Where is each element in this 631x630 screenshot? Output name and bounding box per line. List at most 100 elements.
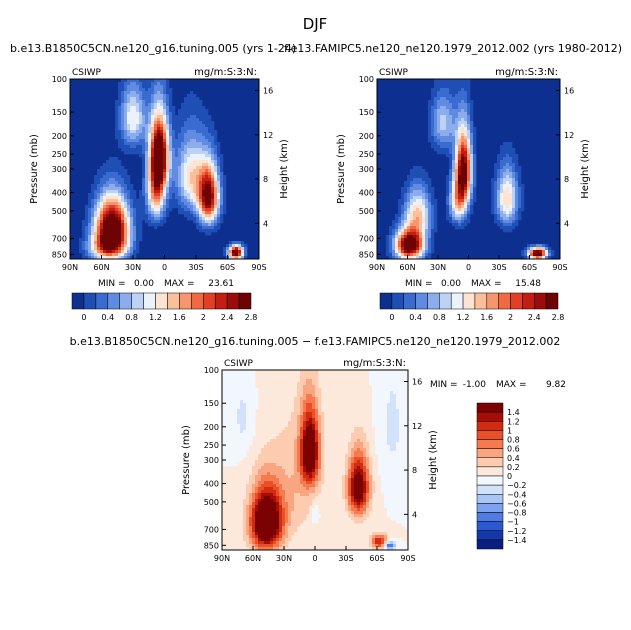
contour-cell [234,391,238,395]
contour-cell [509,151,513,155]
contour-cell [166,88,170,92]
contour-cell [279,499,283,503]
contour-cell [375,370,379,374]
contour-cell [157,139,161,143]
contour-cell [166,121,170,125]
contour-cell [402,427,406,431]
contour-cell [440,82,444,86]
contour-cell [276,490,280,494]
contour-cell [306,448,310,452]
contour-cell [384,370,388,374]
contour-cell [464,130,468,134]
contour-cell [133,139,137,143]
contour-cell [267,454,271,458]
contour-cell [136,241,140,245]
x-tick-label: 60N [399,263,415,272]
contour-cell [196,190,200,194]
contour-cell [309,421,313,425]
contour-cell [187,127,191,131]
contour-cell [467,169,471,173]
contour-cell [214,214,218,218]
contour-cell [273,442,277,446]
contour-cell [130,121,134,125]
contour-cell [118,109,122,113]
contour-cell [196,112,200,116]
contour-cell [139,199,143,203]
contour-cell [363,442,367,446]
contour-cell [452,127,456,131]
contour-cell [384,448,388,452]
contour-cell [231,391,235,395]
contour-cell [318,469,322,473]
contour-cell [163,103,167,107]
contour-cell [228,457,232,461]
contour-cell [512,163,516,167]
contour-cell [228,424,232,428]
contour-cell [234,400,238,404]
contour-cell [222,415,226,419]
contour-cell [396,382,400,386]
contour-cell [214,178,218,182]
contour-cell [381,433,385,437]
contour-cell [291,487,295,491]
contour-cell [360,469,364,473]
contour-cell [285,466,289,470]
contour-cell [130,148,134,152]
contour-cell [229,241,233,245]
contour-cell [172,175,176,179]
contour-cell [345,475,349,479]
contour-cell [139,232,143,236]
contour-cell [243,499,247,503]
contour-cell [518,169,522,173]
contour-cell [82,247,86,251]
contour-cell [88,232,92,236]
contour-cell [312,373,316,377]
contour-cell [434,133,438,137]
contour-cell [428,109,432,113]
contour-cell [214,163,218,167]
contour-cell [416,256,420,259]
contour-cell [231,439,235,443]
contour-cell [437,88,441,92]
contour-cell [378,415,382,419]
contour-cell [372,487,376,491]
contour-cell [419,256,423,259]
contour-cell [512,184,516,188]
contour-cell [345,490,349,494]
contour-cell [139,91,143,95]
contour-cell [461,202,465,206]
contour-cell [208,118,212,122]
contour-cell [243,373,247,377]
contour-cell [381,403,385,407]
contour-cell [461,154,465,158]
contour-cell [455,139,459,143]
contour-cell [303,376,307,380]
contour-cell [428,217,432,221]
contour-cell [199,217,203,221]
contour-cell [94,220,98,224]
contour-cell [234,457,238,461]
contour-cell [228,400,232,404]
contour-cell [384,373,388,377]
contour-cell [145,88,149,92]
contour-cell [193,220,197,224]
contour-cell [222,379,226,383]
contour-cell [121,205,125,209]
contour-cell [389,235,393,239]
contour-cell [407,220,411,224]
contour-cell [303,397,307,401]
contour-cell [196,97,200,101]
contour-cell [118,85,122,89]
contour-cell [315,415,319,419]
contour-cell [348,469,352,473]
units-label: mg/m:S:3:N: [495,67,558,78]
contour-cell [208,166,212,170]
contour-cell [378,466,382,470]
contour-cell [145,136,149,140]
contour-cell [160,100,164,104]
contour-cell [211,214,215,218]
contour-cell [166,142,170,146]
contour-cell [354,436,358,440]
contour-cell [455,178,459,182]
contour-cell [473,187,477,191]
